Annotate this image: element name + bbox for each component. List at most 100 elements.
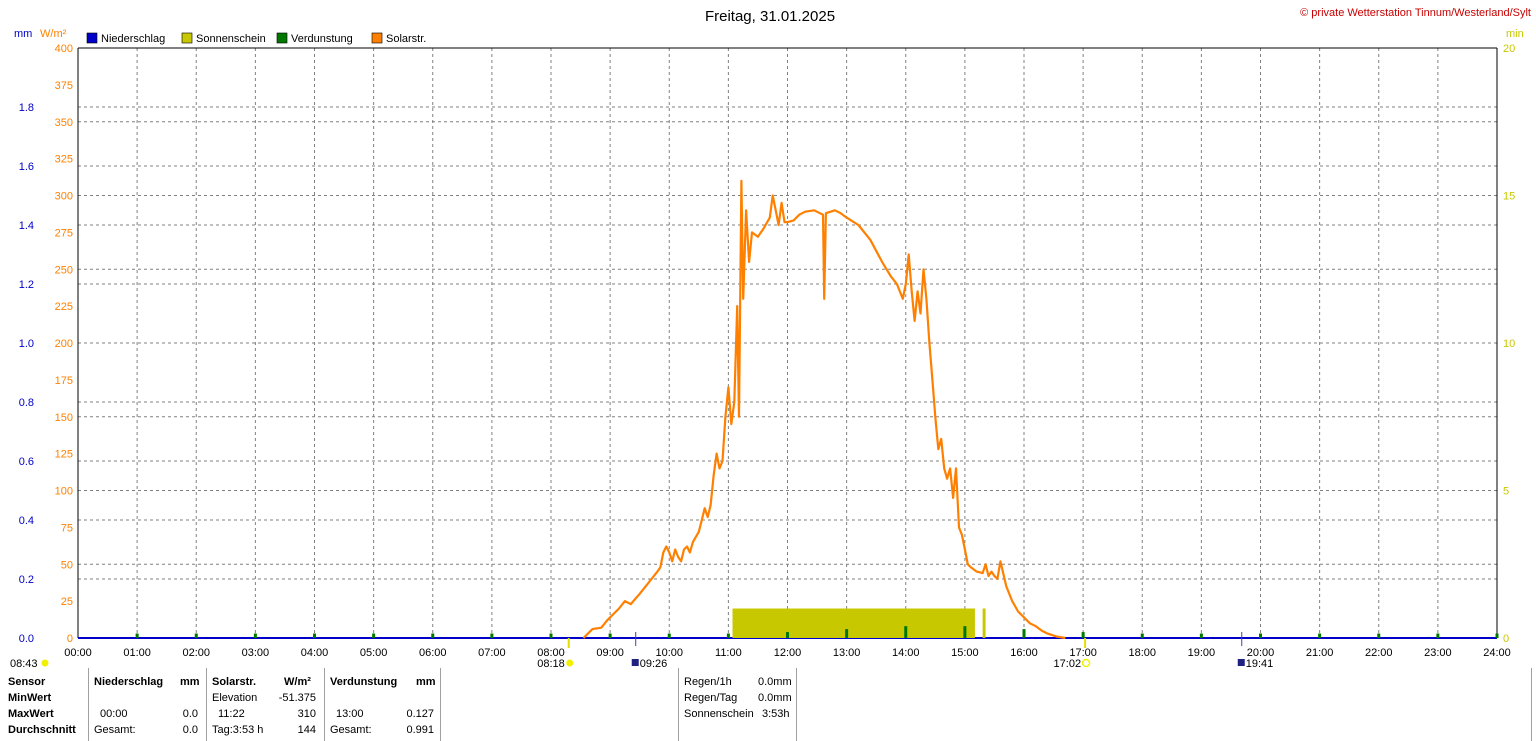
- x-tick-label: 21:00: [1306, 647, 1334, 659]
- evaporation-bar: [1140, 633, 1144, 638]
- y-tick-solar: 350: [55, 117, 73, 129]
- sunshine-bars: [732, 608, 986, 638]
- chart-axes: 00:00 01:00 02:00 03:00 04:00 05:00 06:00 07:00…: [19, 43, 1516, 659]
- y-tick-mm: 0.2: [19, 574, 34, 586]
- row-label-minwert: MinWert: [8, 692, 52, 704]
- evaporation-bar: [1259, 633, 1262, 638]
- solar-min: -51.375: [278, 692, 316, 704]
- evaporation-bar: [667, 633, 671, 638]
- verdunstung-max-time: 13:00: [336, 708, 364, 720]
- unit-wm2-label: W/m²: [40, 28, 67, 40]
- x-tick-label: 02:00: [182, 647, 210, 659]
- chart-grid: [78, 48, 1497, 638]
- sunshine-bar: [732, 608, 975, 638]
- y-tick-solar: 300: [55, 191, 73, 203]
- verdunstung-unit: mm: [416, 676, 436, 688]
- evaporation-bar: [845, 629, 849, 638]
- copyright-label: © private Wetterstation Tinnum/Westerlan…: [1300, 7, 1531, 19]
- table-divider: [440, 668, 441, 741]
- y-tick-solar: 150: [55, 412, 73, 424]
- y-tick-solar: 200: [55, 338, 73, 350]
- y-tick-solar: 125: [55, 449, 73, 461]
- unit-min-label: min: [1506, 28, 1524, 40]
- y-tick-mm: 0.4: [19, 515, 34, 527]
- x-tick-label: 06:00: [419, 647, 447, 659]
- row-label-sensor: Sensor: [8, 676, 46, 688]
- evaporation-bar: [963, 626, 967, 638]
- y-tick-minutes: 0: [1503, 633, 1509, 645]
- x-tick-label: 07:00: [478, 647, 506, 659]
- x-tick-label: 11:00: [715, 647, 742, 659]
- evaporation-bar: [1377, 633, 1381, 638]
- y-tick-mm: 0.6: [19, 456, 34, 468]
- niederschlag-avg: 0.0: [182, 724, 198, 736]
- table-divider: [796, 668, 797, 741]
- sunrise-time: 08:18: [537, 658, 565, 668]
- legend-label-verdunstung: Verdunstung: [291, 33, 353, 45]
- x-tick-label: 08:00: [537, 647, 565, 659]
- x-tick-label: 16:00: [1010, 647, 1038, 659]
- evaporation-bars: [135, 626, 1499, 638]
- legend-label-niederschlag: Niederschlag: [101, 33, 165, 45]
- solar-avg: 144: [297, 724, 316, 736]
- summary-label-sonnenschein: Sonnenschein: [684, 708, 754, 720]
- y-tick-solar: 225: [55, 301, 73, 313]
- sunset-time: 17:02: [1054, 658, 1082, 668]
- x-tick-label: 01:00: [123, 647, 151, 659]
- moonset-time: 19:41: [1246, 658, 1274, 668]
- summary-value-regen-tag: 0.0mm: [758, 692, 792, 704]
- evaporation-bar: [1495, 633, 1499, 638]
- evaporation-bar: [253, 633, 257, 638]
- y-tick-solar: 25: [61, 596, 73, 608]
- y-tick-minutes: 15: [1503, 191, 1515, 203]
- y-tick-solar: 325: [55, 154, 73, 166]
- y-tick-solar: 275: [55, 227, 73, 239]
- y-tick-mm: 1.2: [19, 279, 34, 291]
- y-tick-mm: 1.0: [19, 338, 34, 350]
- niederschlag-max: 0.0: [182, 708, 198, 720]
- legend-swatch-verdunstung: [276, 32, 288, 44]
- moonrise-time: 09:26: [640, 658, 668, 668]
- y-tick-solar: 400: [55, 43, 73, 55]
- stats-table: Sensor MinWert MaxWert Durchschnitt Nied…: [0, 668, 1536, 741]
- marker-left-time: 08:43: [10, 658, 38, 668]
- verdunstung-header: Verdunstung: [330, 676, 398, 688]
- x-tick-label: 12:00: [774, 647, 802, 659]
- evaporation-bar: [1199, 633, 1203, 638]
- summary-label-regen-1h: Regen/1h: [684, 676, 732, 688]
- evaporation-bar: [194, 633, 198, 638]
- solar-min-label: Elevation: [212, 692, 258, 704]
- legend-label-sonnenschein: Sonnenschein: [196, 33, 266, 45]
- evaporation-bar: [549, 633, 553, 638]
- sun-moon-markers: 08:43 08:18 09:26 17:02 19:41: [10, 632, 1273, 668]
- evaporation-bar: [786, 632, 789, 638]
- niederschlag-header: Niederschlag: [94, 676, 164, 688]
- x-tick-label: 17:00: [1069, 647, 1097, 659]
- table-divider: [206, 668, 207, 741]
- table-divider: [1531, 668, 1532, 741]
- solar-radiation-line: [582, 179, 1066, 640]
- solar-unit: W/m²: [284, 676, 311, 688]
- moonrise-icon: [631, 659, 639, 666]
- x-tick-label: 04:00: [301, 647, 329, 659]
- legend-swatch-niederschlag: [86, 32, 98, 44]
- y-tick-solar: 50: [61, 559, 73, 571]
- y-tick-minutes: 5: [1503, 486, 1509, 498]
- verdunstung-max: 0.127: [406, 708, 434, 720]
- niederschlag-unit: mm: [180, 676, 200, 688]
- niederschlag-avg-label: Gesamt:: [94, 724, 136, 736]
- evaporation-bar: [1022, 629, 1026, 638]
- y-tick-mm: 0.8: [19, 397, 34, 409]
- sunset-icon: [1081, 658, 1091, 668]
- solar-max-time: 11:22: [218, 708, 245, 720]
- legend: Niederschlag Sonnenschein Verdunstung So…: [86, 32, 426, 45]
- weather-chart: Freitag, 31.01.2025 © private Wetterstat…: [10, 7, 1531, 668]
- verdunstung-avg: 0.991: [406, 724, 434, 736]
- y-tick-solar: 0: [67, 633, 73, 645]
- x-tick-label: 15:00: [951, 647, 979, 659]
- table-divider: [88, 668, 89, 741]
- evaporation-bar: [1436, 633, 1440, 638]
- sunrise-icon: [566, 659, 574, 667]
- unit-mm-label: mm: [14, 28, 32, 40]
- y-tick-solar: 75: [61, 522, 73, 534]
